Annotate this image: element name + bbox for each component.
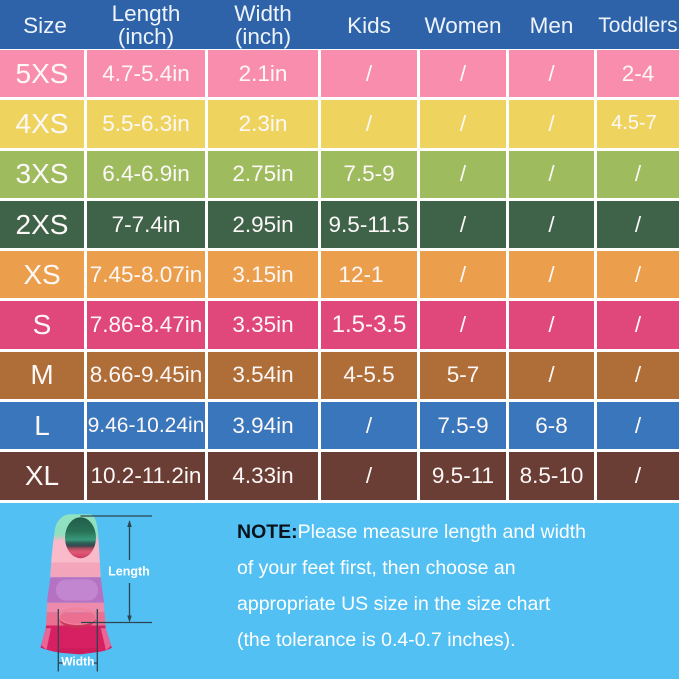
- svg-text:Width: Width: [61, 654, 94, 668]
- svg-text:Length: Length: [108, 564, 150, 578]
